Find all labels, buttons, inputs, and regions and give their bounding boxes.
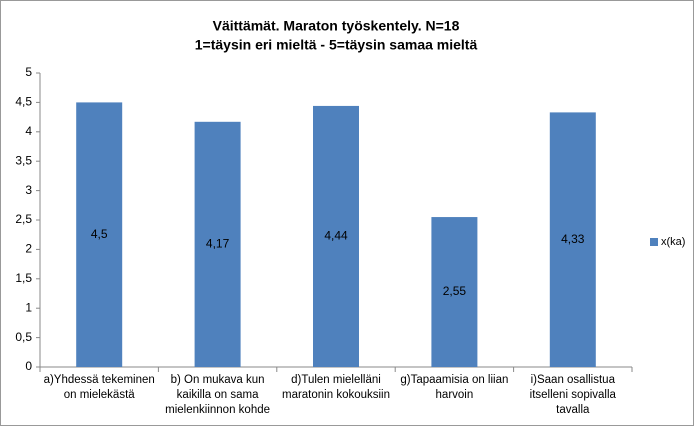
y-tick-label: 0: [25, 359, 32, 373]
y-tick-label: 0,5: [15, 330, 32, 344]
y-tick-label: 3,5: [15, 153, 32, 167]
bar: [76, 102, 123, 368]
y-tick-label: 3: [25, 183, 32, 197]
data-label: 4,44: [324, 229, 348, 243]
x-tick-label: d)Tulen mielelläni maratonin kokouksiin: [281, 374, 391, 401]
data-label: 2,55: [443, 284, 467, 298]
y-tick-label: 2,5: [15, 212, 32, 226]
bar: [431, 217, 478, 367]
bar: [194, 121, 241, 367]
bar: [549, 112, 596, 368]
y-tick-label: 1,5: [15, 271, 32, 285]
chart-subtitle: 1=täysin eri mieltä - 5=täysin samaa mie…: [195, 37, 478, 53]
x-tick-label: a)Yhdessä tekeminen on mielekästä: [43, 374, 155, 401]
y-tick-label: 1: [25, 300, 32, 314]
y-tick-label: 5: [25, 65, 32, 79]
data-label: 4,5: [91, 227, 108, 241]
y-tick-label: 4: [25, 124, 32, 138]
y-tick-label: 2: [25, 242, 32, 256]
y-tick-label: 4,5: [15, 95, 32, 109]
x-tick-label: i)Saan osallistua itselleni sopivalla ta…: [529, 374, 616, 416]
data-label: 4,17: [206, 237, 230, 251]
x-tick-label: g)Tapaamisia on liian harvoin: [400, 374, 509, 401]
data-label: 4,33: [561, 232, 585, 246]
chart-title: Väittämät. Maraton työskentely. N=18: [213, 18, 460, 34]
legend-label: x(ka): [661, 236, 685, 248]
x-tick-label: b) On mukava kun kaikilla on sama mielen…: [165, 374, 271, 416]
legend-swatch: [650, 238, 658, 246]
bar: [313, 105, 359, 367]
